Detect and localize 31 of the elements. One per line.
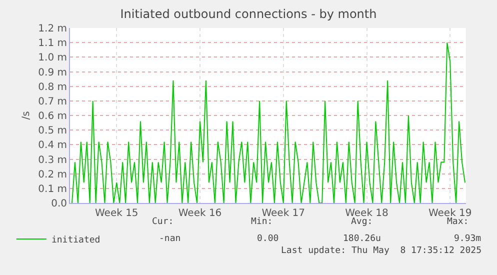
text: Min: <box>251 217 273 227</box>
line-series <box>71 42 466 203</box>
y-tick-label: 1.1 m <box>38 38 67 50</box>
y-tick-label: 0.0 <box>51 198 67 210</box>
y-tick-label: 0.4 m <box>38 140 67 152</box>
text: 180.26u <box>343 234 381 244</box>
y-tick-label: 0.9 m <box>38 67 67 78</box>
chart-title: Initiated outbound connections - by month <box>120 7 377 22</box>
y-tick-label: 0.7 m <box>38 96 67 108</box>
x-tick-label: Week 18 <box>345 208 388 219</box>
x-tick-label: Week 16 <box>178 208 222 219</box>
text: Last update: Thu May 8 17:35:12 2025 <box>281 246 482 256</box>
x-tick-label: Week 17 <box>262 208 306 219</box>
text: -nan <box>159 234 181 244</box>
y-tick-label: 0.6 m <box>38 111 67 122</box>
legend-label: initiated <box>51 236 100 246</box>
y-tick-label: 0.1 m <box>38 184 67 195</box>
y-tick-label: 0.2 m <box>38 169 67 180</box>
x-tick-label: Week 15 <box>94 208 138 219</box>
text: Cur: <box>152 217 174 227</box>
text: 9.93m <box>454 234 482 244</box>
text: Max: <box>447 217 469 227</box>
y-tick-label: 1.0 m <box>38 52 67 64</box>
text: Avg: <box>351 217 373 227</box>
y-axis-title: /s <box>21 111 32 120</box>
x-tick-label: Week 19 <box>428 208 472 219</box>
y-tick-label: 0.8 m <box>38 82 67 93</box>
y-tick-label: 0.3 m <box>38 154 67 166</box>
y-tick-label: 1.2 m <box>38 24 67 34</box>
text: 0.00 <box>257 234 279 244</box>
y-tick-label: 0.5 m <box>38 126 67 137</box>
